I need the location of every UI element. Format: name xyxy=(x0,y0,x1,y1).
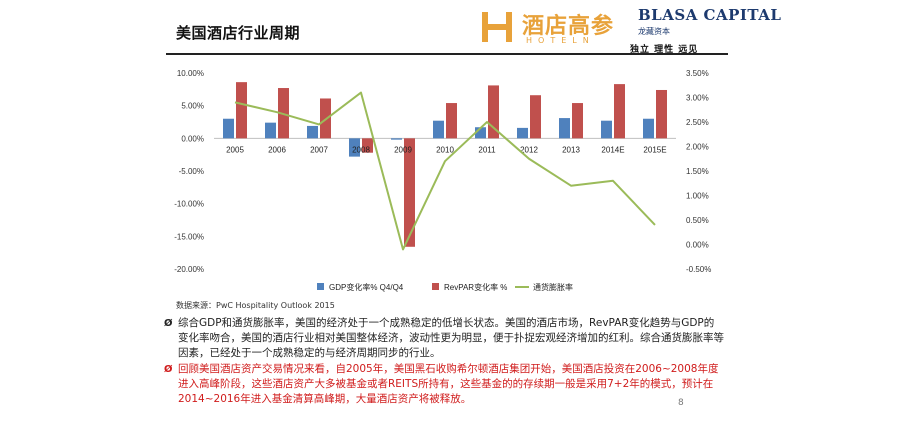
hotel-logo-cn: 酒店高参 xyxy=(522,14,615,39)
bar xyxy=(656,89,667,139)
right-tick-label: 2.00% xyxy=(686,143,709,152)
legend-label: GDP变化率% Q4/Q4 xyxy=(329,282,404,292)
category-label: 2009 xyxy=(394,145,412,154)
bar xyxy=(614,84,625,139)
bar xyxy=(446,103,457,139)
bar xyxy=(601,120,612,139)
bar xyxy=(530,95,541,139)
bar xyxy=(307,125,318,139)
bullet-list: Ø 综合GDP和通货膨胀率，美国的经济处于一个成熟稳定的低增长状态。美国的酒店市… xyxy=(164,316,724,408)
bullet-1-symbol: Ø xyxy=(164,318,173,329)
bar-series xyxy=(223,82,667,247)
right-tick-label: 1.00% xyxy=(686,192,709,201)
left-tick-label: -10.00% xyxy=(174,200,204,209)
category-label: 2006 xyxy=(268,145,286,154)
bullet-2: Ø 回顾美国酒店资产交易情况来看，自2005年，美国黑石收购希尔顿酒店集团开始，… xyxy=(164,362,724,407)
bar xyxy=(349,138,360,157)
motto: 独立 理性 远见 xyxy=(630,45,699,55)
blasa-logo: BLASA CAPITAL 龙藏资本 xyxy=(638,6,782,42)
bar xyxy=(517,127,528,139)
category-label: 2014E xyxy=(601,145,624,154)
right-tick-label: 3.50% xyxy=(686,69,709,78)
page-title: 美国酒店行业周期 xyxy=(176,24,301,42)
legend-swatch xyxy=(432,283,439,290)
right-tick-label: 3.00% xyxy=(686,94,709,103)
category-label: 2013 xyxy=(562,145,580,154)
bar xyxy=(572,103,583,139)
bar xyxy=(265,122,276,139)
bar xyxy=(404,138,415,247)
category-label: 2008 xyxy=(352,145,370,154)
legend-label: RevPAR变化率 % xyxy=(444,282,507,292)
chart-legend: GDP变化率% Q4/Q4 RevPAR变化率 % 通货膨胀率 xyxy=(317,282,573,292)
left-tick-label: -15.00% xyxy=(174,232,204,241)
inflation-line xyxy=(234,91,656,251)
bar xyxy=(488,85,499,139)
legend-label: 通货膨胀率 xyxy=(533,282,573,292)
right-tick-label: 1.50% xyxy=(686,167,709,176)
category-label: 2011 xyxy=(478,145,496,154)
bar xyxy=(559,118,570,139)
blasa-logo-sub: 龙藏资本 xyxy=(638,27,670,36)
bar xyxy=(362,138,373,153)
bullet-2-text: 回顾美国酒店资产交易情况来看，自2005年，美国黑石收购希尔顿酒店集团开始，美国… xyxy=(178,363,719,405)
cycle-chart: 10.00% 5.00% 0.00% -5.00% -10.00% -15.00% -20.… xyxy=(174,69,711,292)
page-number: 8 xyxy=(678,398,684,408)
bar xyxy=(475,127,486,139)
blasa-logo-name: BLASA CAPITAL xyxy=(638,6,782,24)
category-label: 2005 xyxy=(226,145,244,154)
legend-swatch xyxy=(317,283,324,290)
category-label: 2015E xyxy=(643,145,666,154)
hotel-logo-en: HOTELN xyxy=(526,36,595,45)
left-tick-label: 5.00% xyxy=(181,102,204,111)
category-label: 2012 xyxy=(520,145,538,154)
bullet-1: Ø 综合GDP和通货膨胀率，美国的经济处于一个成熟稳定的低增长状态。美国的酒店市… xyxy=(164,316,724,361)
line-series xyxy=(234,91,656,251)
bullet-1-text: 综合GDP和通货膨胀率，美国的经济处于一个成熟稳定的低增长状态。美国的酒店市场，… xyxy=(178,317,724,359)
source-note: 数据来源：PwC Hospitality Outlook 2015 xyxy=(176,301,335,310)
title-rule xyxy=(166,53,728,55)
right-axis: 3.50% 3.00% 2.50% 2.00% 1.50% 1.00% 0.50% 0.00%… xyxy=(686,69,711,274)
bar xyxy=(433,120,444,139)
right-tick-label: -0.50% xyxy=(686,265,711,274)
bar xyxy=(391,138,402,140)
left-axis: 10.00% 5.00% 0.00% -5.00% -10.00% -15.00% -20.… xyxy=(174,69,204,274)
hotel-logo-icon xyxy=(482,12,512,42)
hotel-logo: 酒店高参 HOTELN xyxy=(478,6,624,48)
right-tick-label: 2.50% xyxy=(686,118,709,127)
left-tick-label: -5.00% xyxy=(179,167,204,176)
right-tick-label: 0.50% xyxy=(686,216,709,225)
left-tick-label: 10.00% xyxy=(177,69,204,78)
bar xyxy=(223,118,234,139)
category-label: 2007 xyxy=(310,145,328,154)
right-tick-label: 0.00% xyxy=(686,241,709,250)
bar xyxy=(236,82,247,139)
category-label: 2010 xyxy=(436,145,454,154)
bullet-2-symbol: Ø xyxy=(164,364,173,375)
bar xyxy=(643,118,654,139)
left-tick-label: 0.00% xyxy=(181,134,204,143)
left-tick-label: -20.00% xyxy=(174,265,204,274)
category-labels: 2005 2006 2007 2008 2009 2010 2011 2012 2013 2014… xyxy=(226,145,666,154)
